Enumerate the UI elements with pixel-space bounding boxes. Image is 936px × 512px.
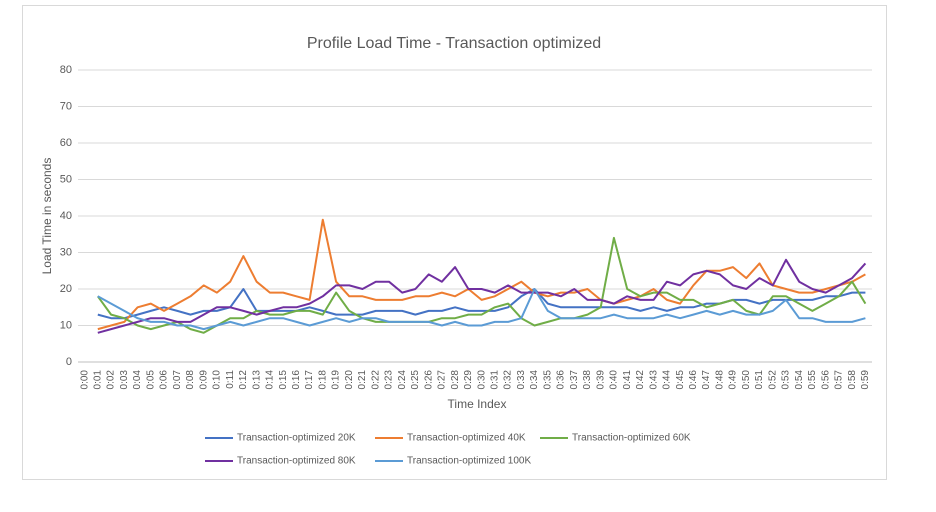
x-tick-label: 0:37 bbox=[569, 370, 580, 390]
x-tick-label: 0:18 bbox=[317, 370, 328, 390]
x-tick-label: 0:35 bbox=[542, 370, 553, 390]
x-tick-label: 0:48 bbox=[714, 370, 725, 390]
legend-label: Transaction-optimized 40K bbox=[407, 433, 526, 444]
x-tick-label: 0:19 bbox=[331, 370, 342, 390]
x-tick-label: 0:31 bbox=[489, 370, 500, 390]
x-tick-label: 0:03 bbox=[119, 370, 130, 390]
x-tick-label: 0:29 bbox=[463, 370, 474, 390]
legend-label: Transaction-optimized 20K bbox=[237, 433, 356, 444]
x-tick-label: 0:42 bbox=[635, 370, 646, 390]
x-tick-label: 0:43 bbox=[648, 370, 659, 390]
x-tick-label: 0:39 bbox=[595, 370, 606, 390]
y-tick-label: 50 bbox=[60, 173, 72, 185]
x-tick-label: 0:34 bbox=[529, 370, 540, 390]
y-tick-label: 40 bbox=[60, 210, 72, 222]
series-line bbox=[97, 218, 866, 331]
chart-title: Profile Load Time - Transaction optimize… bbox=[307, 35, 601, 52]
x-tick-label: 0:47 bbox=[701, 370, 712, 390]
x-tick-label: 0:56 bbox=[820, 370, 831, 390]
x-tick-label: 0:17 bbox=[304, 370, 315, 390]
x-tick-label: 0:22 bbox=[370, 370, 381, 390]
x-tick-label: 0:52 bbox=[767, 370, 778, 390]
x-tick-label: 0:38 bbox=[582, 370, 593, 390]
x-tick-label: 0:25 bbox=[410, 370, 421, 390]
x-tick-label: 0:23 bbox=[384, 370, 395, 390]
x-tick-label: 0:16 bbox=[291, 370, 302, 390]
x-tick-label: 0:00 bbox=[79, 370, 90, 390]
x-tick-label: 0:51 bbox=[754, 370, 765, 390]
series-line bbox=[97, 288, 866, 320]
x-tick-label: 0:13 bbox=[251, 370, 262, 390]
x-tick-label: 0:11 bbox=[225, 370, 236, 389]
y-tick-label: 80 bbox=[60, 64, 72, 76]
chart-frame bbox=[22, 5, 887, 480]
x-tick-label: 0:58 bbox=[847, 370, 858, 390]
x-tick-label: 0:50 bbox=[741, 370, 752, 390]
x-tick-label: 0:06 bbox=[159, 370, 170, 390]
x-tick-label: 0:05 bbox=[145, 370, 156, 390]
y-tick-label: 20 bbox=[60, 283, 72, 295]
x-tick-label: 0:20 bbox=[344, 370, 355, 390]
x-tick-label: 0:09 bbox=[198, 370, 209, 390]
x-tick-label: 0:32 bbox=[503, 370, 514, 390]
x-tick-label: 0:15 bbox=[278, 370, 289, 390]
legend-label: Transaction-optimized 60K bbox=[572, 433, 691, 444]
x-tick-label: 0:57 bbox=[834, 370, 845, 390]
legend-label: Transaction-optimized 100K bbox=[407, 456, 531, 467]
x-tick-label: 0:36 bbox=[556, 370, 567, 390]
x-tick-label: 0:44 bbox=[662, 370, 673, 390]
y-tick-label: 60 bbox=[60, 137, 72, 149]
x-tick-label: 0:14 bbox=[265, 370, 276, 390]
x-tick-label: 0:02 bbox=[106, 370, 117, 390]
y-axis-title: Load Time in seconds bbox=[40, 158, 54, 275]
y-tick-label: 70 bbox=[60, 100, 72, 112]
y-tick-label: 30 bbox=[60, 246, 72, 258]
x-tick-label: 0:59 bbox=[860, 370, 871, 390]
y-tick-label: 0 bbox=[66, 356, 72, 368]
x-tick-label: 0:08 bbox=[185, 370, 196, 390]
x-tick-label: 0:07 bbox=[172, 370, 183, 390]
x-tick-label: 0:01 bbox=[92, 370, 103, 390]
x-tick-label: 0:46 bbox=[688, 370, 699, 390]
y-tick-label: 10 bbox=[60, 319, 72, 331]
x-tick-label: 0:24 bbox=[397, 370, 408, 390]
x-tick-label: 0:55 bbox=[807, 370, 818, 390]
x-tick-label: 0:54 bbox=[794, 370, 805, 390]
x-tick-label: 0:49 bbox=[728, 370, 739, 390]
x-tick-label: 0:21 bbox=[357, 370, 368, 390]
x-tick-label: 0:10 bbox=[212, 370, 223, 390]
x-tick-label: 0:45 bbox=[675, 370, 686, 390]
x-tick-label: 0:12 bbox=[238, 370, 249, 390]
x-tick-label: 0:04 bbox=[132, 370, 143, 390]
x-tick-label: 0:27 bbox=[437, 370, 448, 390]
x-axis-title: Time Index bbox=[448, 397, 507, 411]
series-line bbox=[97, 288, 866, 331]
series-line bbox=[96, 236, 867, 334]
x-tick-label: 0:40 bbox=[609, 370, 620, 390]
x-tick-label: 0:41 bbox=[622, 370, 633, 390]
x-tick-label: 0:53 bbox=[781, 370, 792, 390]
series-line bbox=[97, 258, 867, 334]
x-tick-label: 0:28 bbox=[450, 370, 461, 390]
legend-label: Transaction-optimized 80K bbox=[237, 456, 356, 467]
x-tick-label: 0:26 bbox=[423, 370, 434, 390]
x-tick-label: 0:30 bbox=[476, 370, 487, 390]
x-tick-label: 0:33 bbox=[516, 370, 527, 390]
